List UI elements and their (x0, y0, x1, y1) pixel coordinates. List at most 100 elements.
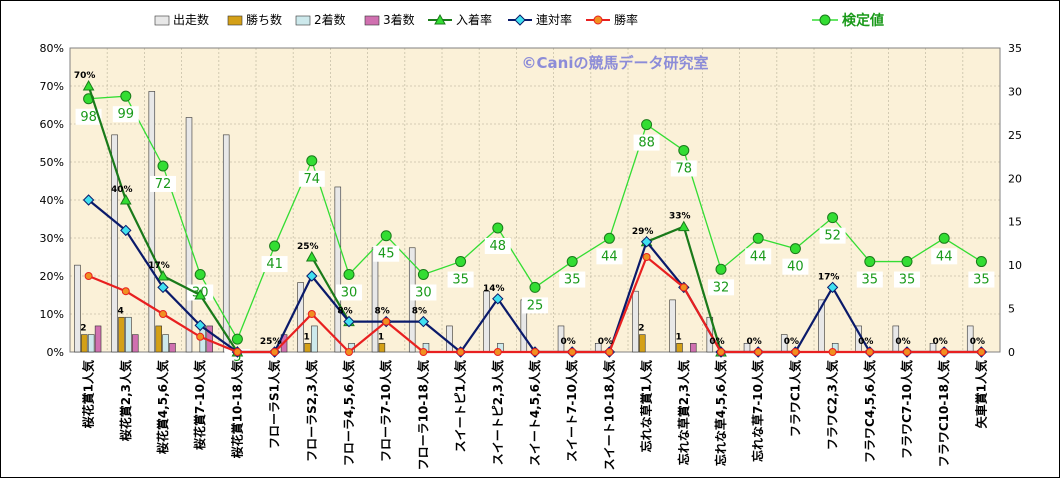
point-勝率 (270, 348, 279, 356)
data-label-percent: 70% (74, 71, 96, 81)
bar-出走数 (632, 290, 639, 353)
kentei-label-bg (484, 237, 511, 254)
kentei-label: 88 (638, 136, 655, 151)
point-勝率 (345, 348, 353, 356)
category-label: フローラS2,3人気 (304, 360, 319, 462)
legend2-label: 検定値 (842, 12, 884, 29)
point-入着率 (119, 193, 132, 205)
point-勝率 (121, 287, 130, 296)
point-連対率 (343, 315, 355, 328)
kentei-label-bg (447, 271, 474, 288)
kentei-point (492, 222, 504, 234)
point-勝率 (642, 253, 651, 261)
left-axis-tick-label: 0% (47, 346, 64, 359)
kentei-label: 44 (601, 249, 618, 264)
kentei-label-bg (745, 248, 772, 265)
kentei-label: 25 (527, 298, 544, 313)
point-連対率 (492, 293, 504, 305)
right-axis-tick-label: 20 (1008, 172, 1022, 185)
kentei-label-bg (931, 248, 958, 265)
data-label-percent: 8% (375, 307, 390, 317)
point-勝率 (456, 348, 465, 356)
kentei-point (157, 160, 169, 172)
kentei-label-bg (968, 271, 995, 288)
point-連対率 (194, 319, 206, 332)
kentei-label: 78 (676, 161, 693, 176)
bar-2着数 (162, 334, 169, 353)
data-label-percent: 14% (483, 284, 505, 294)
left-axis-tick-label: 70% (40, 80, 64, 93)
kentei-label-bg (894, 271, 920, 288)
category-label: 桜花賞1人気 (81, 360, 96, 428)
point-勝率 (754, 348, 763, 356)
legend-swatch (364, 15, 380, 26)
category-label: フラワC1人気 (787, 360, 802, 437)
category-label: フラワC7-10人気 (899, 360, 914, 459)
category-label: 忘れな草賞2,3人気 (676, 360, 691, 465)
legend-marker (514, 14, 526, 26)
kentei-point (231, 333, 243, 345)
bar-出走数 (446, 325, 453, 353)
kentei-point (603, 232, 615, 244)
kentei-label: 35 (973, 273, 990, 288)
point-連対率 (120, 224, 132, 237)
kentei-label-bg (596, 248, 623, 265)
legend-swatch (227, 15, 243, 26)
point-連対率 (640, 236, 653, 248)
data-label-percent: 17% (148, 261, 170, 271)
point-勝率 (977, 348, 986, 356)
kentei-label: 72 (155, 177, 172, 192)
kentei-label-bg (410, 284, 437, 301)
category-label: フローラS1人気 (267, 360, 282, 449)
point-勝率 (605, 348, 614, 356)
point-勝率 (233, 348, 242, 356)
legend-swatch (295, 15, 311, 26)
category-label: 桜花賞7-10人気 (192, 360, 207, 450)
legend-marker (593, 15, 603, 25)
right-axis-tick-label: 35 (1008, 42, 1022, 55)
kentei-label: 99 (118, 107, 135, 122)
point-入着率 (157, 269, 169, 281)
bar-勝ち数 (639, 334, 646, 353)
data-label-percent: 0% (858, 337, 873, 347)
left-axis-tick-label: 10% (40, 308, 64, 321)
kentei-point (678, 144, 690, 156)
data-label-percent: 25% (260, 337, 282, 347)
category-label: 忘れな草7-10人気 (750, 360, 765, 462)
kentei-label: 74 (304, 172, 321, 187)
data-label-percent: 0% (933, 337, 948, 347)
point-勝率 (717, 348, 725, 356)
category-label: スイートピ1人気 (453, 360, 468, 452)
kentei-point (864, 256, 876, 268)
legend-swatch (154, 15, 170, 26)
right-axis-tick-label: 0 (1008, 346, 1015, 359)
point-連対率 (417, 315, 430, 328)
kentei-label-bg (819, 227, 846, 244)
point-勝率 (568, 348, 577, 356)
kentei-point (789, 243, 801, 255)
legend-label: 勝率 (614, 12, 638, 27)
point-勝率 (940, 348, 949, 356)
point-勝率 (419, 348, 428, 356)
category-label: フローラ10-18人気 (415, 360, 430, 470)
kentei-point (975, 256, 987, 268)
legend-marker (434, 13, 446, 25)
kentei-label: 35 (862, 273, 879, 288)
kentei-point (120, 90, 132, 102)
category-label: 桜花賞10-18人気 (229, 360, 244, 458)
kentei-point (566, 256, 578, 268)
point-勝率 (531, 348, 539, 356)
point-勝率 (159, 310, 167, 318)
left-axis-tick-label: 20% (40, 270, 64, 283)
left-axis-tick-label: 60% (40, 118, 64, 131)
kentei-label: 35 (899, 273, 916, 288)
kentei-label-bg (298, 170, 325, 187)
data-label-percent: 0% (970, 337, 985, 347)
kentei-point (752, 232, 764, 244)
data-label-percent: 0% (895, 337, 910, 347)
point-入着率 (677, 220, 690, 232)
category-label: フローラ7-10人気 (378, 360, 393, 462)
right-axis-tick-label: 25 (1008, 129, 1022, 142)
kentei-label-bg (670, 160, 697, 177)
